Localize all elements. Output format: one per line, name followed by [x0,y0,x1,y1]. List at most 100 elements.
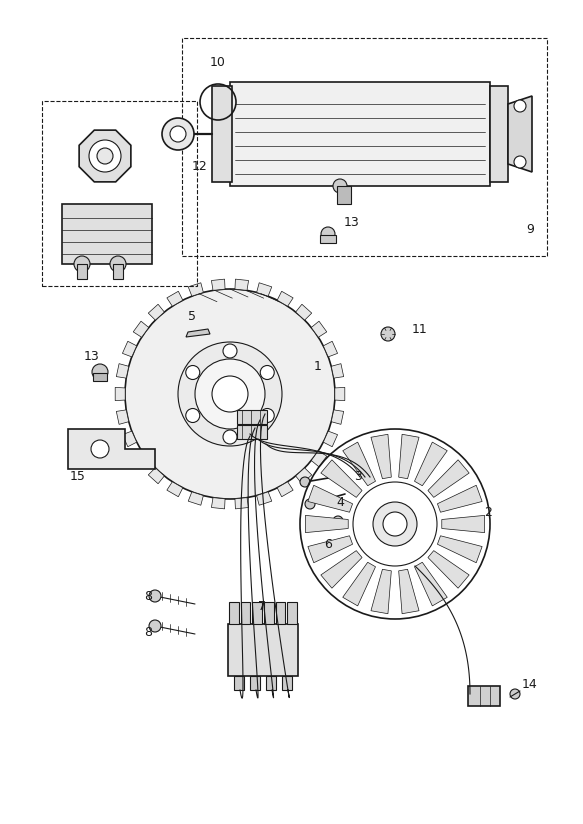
Bar [287,602,297,624]
Text: 2: 2 [484,505,492,518]
Circle shape [514,100,526,112]
Circle shape [149,620,161,632]
Polygon shape [148,304,164,321]
Polygon shape [122,431,136,447]
Circle shape [149,590,161,602]
Circle shape [300,477,310,487]
Polygon shape [508,96,532,172]
Polygon shape [343,562,375,606]
Circle shape [510,689,520,699]
Polygon shape [308,536,353,563]
Circle shape [353,482,437,566]
Circle shape [125,289,335,499]
Text: 13: 13 [84,349,100,363]
Text: 15: 15 [70,470,86,483]
Bar [42,101,197,286]
Text: 3: 3 [354,470,362,483]
Polygon shape [371,434,391,479]
Polygon shape [437,485,482,513]
Text: 5: 5 [188,310,196,322]
Circle shape [186,409,200,423]
Bar [241,602,250,624]
Bar [250,676,260,690]
Circle shape [92,364,108,380]
Bar [264,602,273,624]
Bar [282,676,292,690]
Circle shape [212,376,248,412]
Polygon shape [115,387,125,400]
Polygon shape [117,363,129,378]
Circle shape [223,344,237,358]
Polygon shape [148,468,164,484]
Text: 11: 11 [412,322,428,335]
Polygon shape [428,550,469,588]
Circle shape [260,366,274,380]
Polygon shape [167,291,183,307]
Polygon shape [415,562,447,606]
Bar [228,624,298,676]
Bar [490,86,508,182]
Bar [62,204,152,264]
Polygon shape [331,363,343,378]
Text: 6: 6 [324,537,332,550]
Circle shape [305,499,315,509]
Polygon shape [186,329,210,337]
Circle shape [333,179,347,193]
Polygon shape [296,468,312,484]
Polygon shape [343,442,375,485]
Bar [93,373,107,381]
Polygon shape [117,410,129,424]
Circle shape [373,502,417,546]
Bar [468,686,500,706]
Text: 10: 10 [210,55,226,68]
Polygon shape [415,442,447,485]
Circle shape [91,440,109,458]
Text: 8: 8 [144,625,152,639]
Polygon shape [324,431,338,447]
Polygon shape [437,536,482,563]
Circle shape [381,327,395,341]
Bar [182,38,547,256]
Circle shape [321,227,335,241]
Bar [234,676,244,690]
Polygon shape [257,283,272,296]
Bar [337,186,351,204]
Polygon shape [324,341,338,357]
Circle shape [110,256,126,272]
Polygon shape [277,291,293,307]
Bar [237,410,267,424]
Bar [252,602,262,624]
Bar [320,235,336,243]
Bar [266,676,276,690]
Text: 13: 13 [344,216,360,228]
Polygon shape [371,569,391,614]
Bar [237,425,267,439]
Polygon shape [308,485,353,513]
Circle shape [178,342,282,446]
Polygon shape [134,451,149,467]
Polygon shape [399,434,419,479]
Circle shape [223,430,237,444]
Polygon shape [428,460,469,498]
Text: 12: 12 [192,160,208,172]
Polygon shape [277,482,293,497]
Text: 8: 8 [144,589,152,602]
Polygon shape [305,515,348,532]
Polygon shape [311,321,327,337]
Polygon shape [134,321,149,337]
Polygon shape [335,387,345,400]
Circle shape [74,256,90,272]
Polygon shape [442,515,484,532]
Bar [230,82,490,186]
Text: 1: 1 [314,359,322,372]
Circle shape [383,512,407,536]
Polygon shape [79,130,131,182]
Polygon shape [188,492,203,505]
Polygon shape [321,460,362,498]
Polygon shape [188,283,203,296]
Polygon shape [235,279,248,290]
Polygon shape [399,569,419,614]
Polygon shape [212,279,225,290]
Text: 4: 4 [336,495,344,508]
Circle shape [195,359,265,429]
